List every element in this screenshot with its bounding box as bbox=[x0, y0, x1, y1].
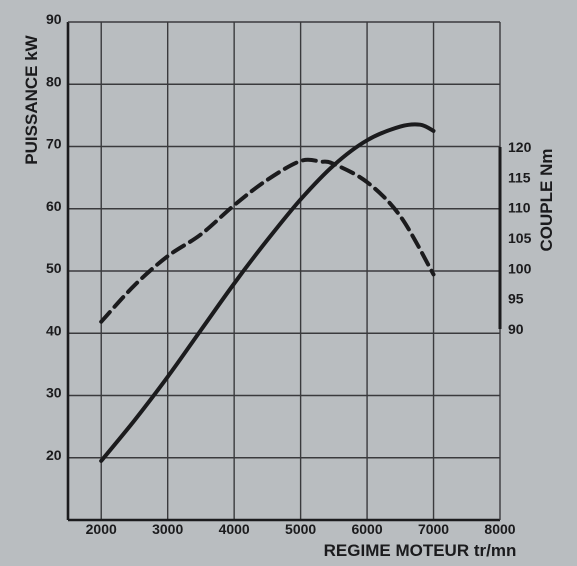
y2-tick-label: 100 bbox=[508, 260, 532, 276]
y2-axis-label: COUPLE Nm bbox=[537, 149, 556, 252]
y-tick-label: 50 bbox=[46, 260, 62, 276]
x-axis-label: REGIME MOTEUR tr/mn bbox=[324, 541, 517, 560]
y-tick-label: 90 bbox=[46, 11, 62, 27]
y2-tick-label: 90 bbox=[508, 321, 524, 337]
y-tick-label: 30 bbox=[46, 385, 62, 401]
y2-tick-label: 95 bbox=[508, 291, 524, 307]
x-tick-label: 7000 bbox=[418, 521, 449, 537]
x-tick-label: 8000 bbox=[484, 521, 515, 537]
power-series-line bbox=[99, 122, 436, 463]
tick-labels: 2000 3000 4000 5000 6000 7000 8000 20 30 40 50 60 70… bbox=[46, 11, 532, 537]
x-tick-label: 5000 bbox=[285, 521, 316, 537]
x-tick-label: 4000 bbox=[219, 521, 250, 537]
y-tick-label: 70 bbox=[46, 136, 62, 152]
x-tick-label: 2000 bbox=[86, 521, 117, 537]
x-tick-label: 3000 bbox=[152, 521, 183, 537]
y-tick-label: 80 bbox=[46, 73, 62, 89]
series-group bbox=[99, 122, 436, 463]
y2-tick-label: 120 bbox=[508, 139, 532, 155]
y2-tick-label: 115 bbox=[508, 169, 531, 185]
x-tick-label: 6000 bbox=[351, 521, 382, 537]
torque-series-line bbox=[99, 157, 436, 324]
y-tick-label: 20 bbox=[46, 447, 62, 463]
y2-tick-label: 110 bbox=[508, 200, 531, 216]
y-axis-label: PUISSANCE kW bbox=[22, 34, 41, 164]
y-tick-label: 60 bbox=[46, 198, 62, 214]
y-tick-label: 40 bbox=[46, 322, 62, 338]
y2-tick-label: 105 bbox=[508, 230, 532, 246]
chart-frame bbox=[66, 21, 502, 522]
grid bbox=[68, 22, 500, 520]
